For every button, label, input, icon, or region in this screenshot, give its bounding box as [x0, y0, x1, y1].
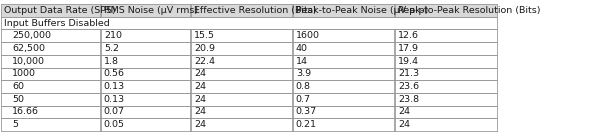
Text: 0.07: 0.07 [104, 107, 125, 116]
Text: 20.9: 20.9 [194, 44, 215, 53]
Bar [293, 93, 394, 106]
Bar [101, 55, 190, 68]
Text: Peak-to-Peak Resolution (Bits): Peak-to-Peak Resolution (Bits) [398, 6, 540, 15]
Bar [293, 42, 394, 55]
Bar [1, 55, 100, 68]
Bar [293, 80, 394, 93]
Bar [101, 80, 190, 93]
Text: 1000: 1000 [12, 69, 36, 78]
Bar [1, 80, 100, 93]
Bar [395, 93, 497, 106]
Bar [395, 106, 497, 118]
Bar [101, 4, 190, 17]
Text: Input Buffers Disabled: Input Buffers Disabled [4, 19, 110, 28]
Text: 10,000: 10,000 [12, 57, 45, 66]
Text: 1600: 1600 [296, 31, 320, 40]
Bar [1, 17, 497, 29]
Text: 250,000: 250,000 [12, 31, 51, 40]
Text: 24: 24 [194, 69, 206, 78]
Bar [293, 29, 394, 42]
Bar [191, 55, 292, 68]
Text: 15.5: 15.5 [194, 31, 215, 40]
Bar [1, 106, 100, 118]
Text: 5: 5 [12, 120, 18, 129]
Bar [395, 29, 497, 42]
Bar [395, 68, 497, 80]
Text: 0.13: 0.13 [104, 82, 125, 91]
Bar [395, 80, 497, 93]
Bar [101, 29, 190, 42]
Text: 24: 24 [194, 82, 206, 91]
Text: Output Data Rate (SPS): Output Data Rate (SPS) [4, 6, 116, 15]
Bar [101, 68, 190, 80]
Text: 40: 40 [296, 44, 308, 53]
Text: 62,500: 62,500 [12, 44, 45, 53]
Bar [1, 68, 100, 80]
Bar [191, 4, 292, 17]
Bar [395, 55, 497, 68]
Text: Effective Resolution (Bits): Effective Resolution (Bits) [194, 6, 316, 15]
Text: 50: 50 [12, 95, 24, 104]
Text: 0.37: 0.37 [296, 107, 317, 116]
Text: 24: 24 [398, 107, 410, 116]
Text: 22.4: 22.4 [194, 57, 215, 66]
Bar [191, 118, 292, 131]
Text: 23.6: 23.6 [398, 82, 419, 91]
Text: 0.7: 0.7 [296, 95, 311, 104]
Text: 0.56: 0.56 [104, 69, 125, 78]
Bar [395, 42, 497, 55]
Bar [191, 42, 292, 55]
Bar [1, 29, 100, 42]
Bar [101, 93, 190, 106]
Text: 0.13: 0.13 [104, 95, 125, 104]
Text: 60: 60 [12, 82, 24, 91]
Bar [395, 4, 497, 17]
Bar [1, 4, 100, 17]
Text: 16.66: 16.66 [12, 107, 39, 116]
Bar [293, 55, 394, 68]
Bar [1, 42, 100, 55]
Text: RMS Noise (μV rms): RMS Noise (μV rms) [104, 6, 198, 15]
Text: 21.3: 21.3 [398, 69, 419, 78]
Bar [191, 29, 292, 42]
Bar [395, 118, 497, 131]
Bar [1, 93, 100, 106]
Bar [293, 118, 394, 131]
Bar [191, 106, 292, 118]
Text: 24: 24 [398, 120, 410, 129]
Bar [191, 68, 292, 80]
Text: 0.05: 0.05 [104, 120, 125, 129]
Text: 3.9: 3.9 [296, 69, 311, 78]
Bar [1, 118, 100, 131]
Text: Peak-to-Peak Noise (μV p-p): Peak-to-Peak Noise (μV p-p) [296, 6, 428, 15]
Bar [191, 93, 292, 106]
Bar [101, 118, 190, 131]
Text: 14: 14 [296, 57, 308, 66]
Text: 5.2: 5.2 [104, 44, 119, 53]
Text: 0.8: 0.8 [296, 82, 311, 91]
Text: 1.8: 1.8 [104, 57, 119, 66]
Text: 12.6: 12.6 [398, 31, 419, 40]
Bar [101, 42, 190, 55]
Text: 23.8: 23.8 [398, 95, 419, 104]
Bar [191, 80, 292, 93]
Text: 24: 24 [194, 95, 206, 104]
Bar [101, 106, 190, 118]
Text: 210: 210 [104, 31, 122, 40]
Bar [293, 4, 394, 17]
Text: 17.9: 17.9 [398, 44, 419, 53]
Text: 24: 24 [194, 107, 206, 116]
Bar [293, 68, 394, 80]
Text: 0.21: 0.21 [296, 120, 317, 129]
Bar [293, 106, 394, 118]
Text: 19.4: 19.4 [398, 57, 419, 66]
Text: 24: 24 [194, 120, 206, 129]
